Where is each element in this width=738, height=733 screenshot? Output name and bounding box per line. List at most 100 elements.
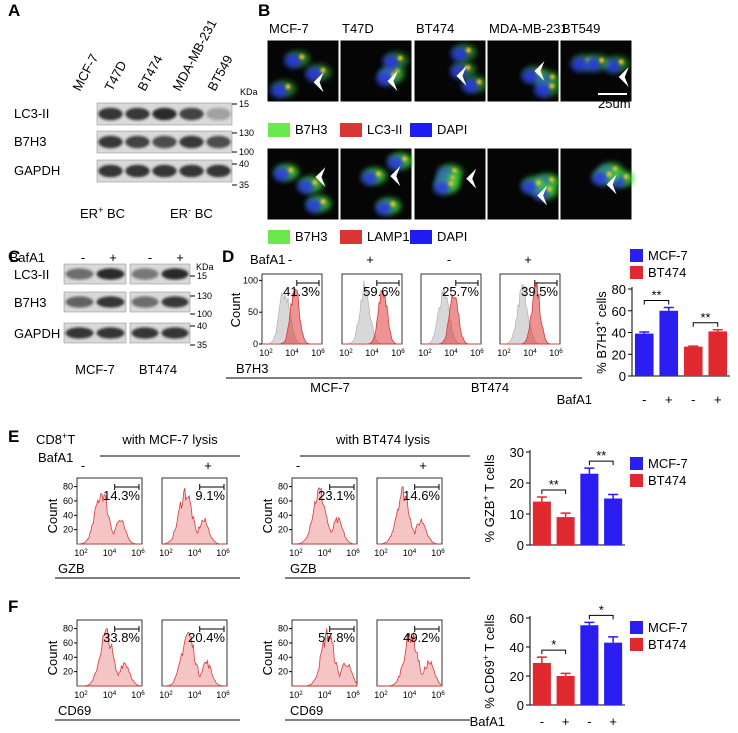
puncta (599, 57, 605, 63)
hist-y-tick-label: 80 (278, 482, 288, 492)
x-tick-label-part: 10 (159, 548, 169, 558)
y-tick-label: 20 (612, 347, 626, 362)
x-tick-label-part: 2 (84, 548, 88, 555)
error-bar (584, 621, 595, 626)
x-tick-label: 104 (444, 348, 458, 359)
lane-label: T47D (101, 58, 129, 93)
significance-label: * (599, 602, 604, 617)
hist-y-tick-label: 0 (253, 339, 258, 349)
x-tick-label: 104 (188, 690, 202, 701)
puncta (546, 186, 552, 192)
x-tick-label: 102 (159, 690, 173, 701)
sign-label: - (148, 250, 152, 265)
legend-swatch (630, 638, 643, 651)
y-tick-label: 0 (517, 698, 524, 713)
x-tick-label: 102 (497, 348, 511, 359)
x-tick-label-part: 6 (559, 348, 563, 355)
x-tick-label-part: 6 (321, 348, 325, 355)
puncta (549, 177, 555, 183)
x-tick-label-part: 6 (141, 548, 145, 555)
sign-label: + (109, 250, 117, 265)
y-tick-label: 20 (510, 669, 524, 684)
sign-label: - (447, 252, 451, 267)
sign-label: - (288, 252, 292, 267)
x-tick-label: 106 (346, 548, 360, 559)
significance-label: ** (700, 310, 710, 325)
x-tick-label-part: 10 (131, 690, 141, 700)
x-tick-label: - (540, 714, 544, 729)
x-tick-label-part: 10 (374, 548, 384, 558)
error-bar (712, 329, 723, 332)
hist-y-tick-label: 80 (63, 624, 73, 634)
hist-y-tick-label: 40 (63, 510, 73, 520)
sign-label: + (204, 458, 212, 473)
blot-band (179, 135, 204, 149)
marker-label: 130 (197, 291, 212, 301)
blot-band (161, 296, 189, 308)
x-tick-label: 104 (318, 548, 332, 559)
cell-label: BT474 (416, 21, 454, 36)
sign-label: - (296, 458, 300, 473)
legend-label: BT474 (648, 637, 686, 652)
row-label: LC3-II (14, 106, 49, 121)
x-tick-label: 102 (289, 548, 303, 559)
x-tick-label-part: 4 (413, 548, 417, 555)
histogram (162, 632, 227, 687)
bar (580, 473, 599, 545)
nucleus (584, 57, 601, 72)
panel-letter: E (8, 427, 19, 446)
cell-label-part: CD8 (36, 432, 62, 447)
puncta (618, 59, 624, 65)
hist-y-tick-label: 40 (278, 652, 288, 662)
blot-band (65, 268, 94, 280)
x-tick-label-part: 4 (113, 690, 117, 697)
y-tick-label: 80 (612, 282, 626, 297)
nucleus (297, 179, 314, 194)
puncta (299, 54, 305, 60)
hist-y-tick-label: 60 (63, 638, 73, 648)
x-tick-label: 106 (346, 690, 360, 701)
y-axis-label-part: % B7H3 (594, 326, 609, 374)
error-bar (608, 636, 619, 643)
x-axis-label: BafA1 (557, 392, 592, 407)
row-label: GAPDH (14, 163, 60, 178)
nucleus (534, 83, 551, 98)
marker-label: B7H3 (236, 361, 269, 376)
cell-label: MCF-7 (269, 21, 309, 36)
x-tick-label: - (587, 714, 591, 729)
x-tick-label-part: 4 (328, 690, 332, 697)
legend-swatch (410, 230, 432, 244)
lane-label: BT474 (134, 53, 165, 94)
x-tick-label: - (642, 392, 646, 407)
blot-band (131, 327, 159, 339)
row-label: B7H3 (14, 134, 47, 149)
nucleus (433, 180, 450, 195)
histogram (342, 289, 402, 345)
gate-percent: 14.3% (103, 488, 140, 503)
blot-band (125, 107, 150, 121)
x-tick-label-part: 4 (454, 348, 458, 355)
marker-label: CD69 (290, 703, 323, 718)
x-tick-label-part: 2 (507, 348, 511, 355)
x-tick-label-part: 10 (365, 348, 375, 358)
group-label-part: BC (103, 206, 125, 221)
y-tick-label: 40 (612, 326, 626, 341)
x-tick-label-part: 10 (497, 348, 507, 358)
histogram (262, 288, 322, 345)
marker-label: 35 (197, 340, 207, 350)
x-tick-label: 102 (339, 348, 353, 359)
legend-label: DAPI (437, 122, 467, 137)
x-tick-label: 106 (216, 548, 230, 559)
hist-y-tick-label: 80 (278, 624, 288, 634)
puncta (623, 174, 629, 180)
group-label-part: + (98, 205, 103, 215)
x-tick-label-part: 10 (346, 690, 356, 700)
gate-percent: 39.5% (521, 284, 558, 299)
hist-y-tick-label: 20 (63, 525, 73, 535)
group-label-part: - (188, 205, 191, 215)
x-tick-label-part: 10 (523, 348, 533, 358)
x-tick-label: + (665, 392, 673, 407)
blot-band (96, 296, 125, 308)
blot-band (65, 327, 94, 339)
x-tick-label: - (691, 392, 695, 407)
